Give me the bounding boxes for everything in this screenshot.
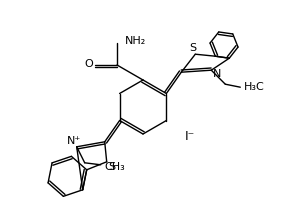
Text: N⁺: N⁺ [67,136,81,146]
Text: NH₂: NH₂ [125,36,146,46]
Text: N: N [213,69,222,79]
Text: CH₃: CH₃ [104,162,125,172]
Text: O: O [85,59,93,69]
Text: H₃C: H₃C [244,82,265,92]
Text: I⁻: I⁻ [185,130,195,144]
Text: S: S [108,162,115,172]
Text: S: S [190,43,197,53]
